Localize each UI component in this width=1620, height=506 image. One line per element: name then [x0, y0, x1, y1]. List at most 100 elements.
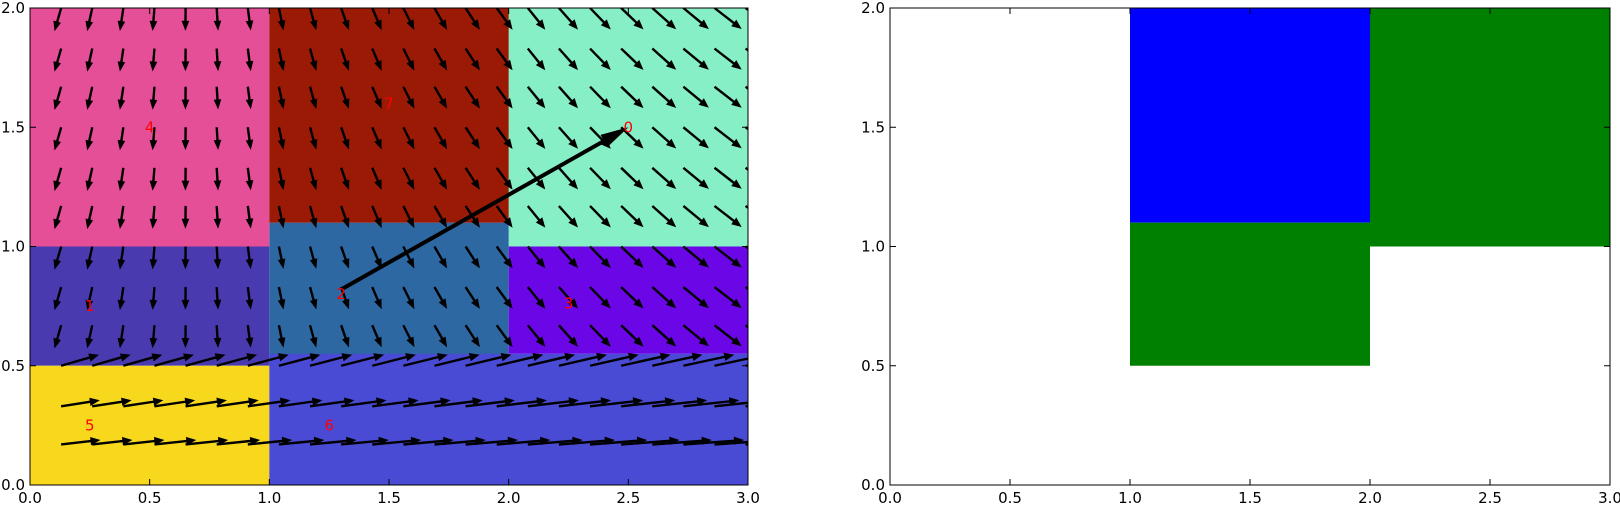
quiver-arrow [117, 205, 126, 229]
quiver-arrow [589, 47, 611, 70]
y-tick-label: 0.5 [861, 357, 885, 375]
quiver-arrow [682, 286, 709, 309]
quiver-arrow [651, 85, 677, 108]
quiver-arrow [744, 286, 748, 291]
quiver-arrow [308, 205, 318, 229]
quiver-arrow [308, 8, 318, 31]
quiver-arrow [308, 167, 318, 191]
quiver-arrow [181, 8, 190, 31]
quiver-arrow [620, 8, 644, 30]
transition-arrow [340, 127, 629, 292]
quiver-arrow [216, 397, 259, 408]
quiver-arrow [85, 48, 94, 72]
quiver-arrow [589, 324, 611, 347]
x-tick-label: 0.0 [18, 489, 42, 506]
quiver-arrow [213, 127, 222, 150]
quiver-arrow [651, 8, 677, 30]
quiver-arrow [245, 127, 254, 150]
quiver-arrow [526, 47, 546, 71]
quiver-arrow [181, 325, 190, 349]
quiver-arrow [652, 397, 708, 408]
quiver-arrow [149, 86, 158, 110]
quiver-arrow [682, 166, 709, 189]
quiver-arrow [465, 397, 515, 408]
quiver-arrow [433, 8, 448, 30]
quiver-arrow [213, 86, 222, 110]
quiver-arrow [85, 8, 94, 32]
quiver-arrow [683, 352, 735, 367]
quiver-arrow [744, 47, 748, 52]
quiver-arrow [60, 353, 99, 367]
quiver-arrow [149, 287, 158, 310]
quiver-arrow [464, 86, 480, 109]
quiver-arrow [713, 166, 742, 189]
y-tick-label: 2.0 [861, 0, 885, 17]
quiver-arrow [713, 47, 742, 70]
quiver-arrow [341, 436, 389, 446]
quiver-arrow [340, 324, 350, 348]
quiver-arrow [465, 436, 518, 446]
quiver-arrow [620, 85, 644, 109]
quiver-arrow [682, 245, 709, 268]
quiver-arrow [744, 166, 748, 172]
quiver-arrow [464, 8, 480, 30]
quiver-arrow [526, 8, 546, 30]
quiver-arrow [620, 324, 644, 347]
quiver-arrow [682, 47, 709, 70]
quiver-arrow [213, 8, 222, 31]
quiver-arrow [526, 205, 546, 228]
quiver-arrow [621, 397, 676, 408]
quiver-arrow [682, 85, 709, 108]
quiver-arrow [558, 8, 578, 30]
quiver-arrow [213, 48, 222, 72]
x-tick-label: 2.5 [1478, 489, 1502, 506]
quiver-arrow [53, 126, 63, 151]
quiver-arrow [465, 353, 512, 367]
quiver-arrow [526, 245, 546, 269]
quiver-arrow [216, 353, 258, 367]
quiver-arrow [61, 437, 101, 446]
quiver-arrow [247, 397, 291, 408]
quiver-arrow [464, 126, 480, 150]
quiver-arrow [149, 246, 158, 270]
quiver-arrow [85, 286, 94, 311]
quiver-arrow [496, 436, 551, 446]
quiver-arrow [149, 325, 158, 349]
quiver-arrow [652, 436, 712, 446]
quiver-arrow [402, 324, 415, 348]
quiver-arrow [558, 436, 615, 446]
quiver-arrow [53, 167, 63, 192]
quiver-arrow [526, 126, 546, 149]
quiver-arrow [464, 245, 480, 269]
quiver-arrow [651, 205, 677, 228]
quiver-arrow [495, 245, 513, 269]
quiver-arrow [308, 48, 318, 71]
quiver-arrow [277, 167, 286, 191]
y-tick-label: 0.0 [1, 476, 25, 494]
quiver-arrow [651, 47, 677, 70]
quiver-arrow [496, 397, 547, 408]
quiver-arrow [309, 436, 357, 446]
quiver-arrow [714, 401, 748, 408]
quiver-arrow [558, 352, 607, 367]
quiver-arrow [117, 48, 126, 72]
quiver-arrow [149, 8, 158, 31]
quiver-arrow [53, 86, 63, 110]
quiver-arrow [589, 205, 611, 228]
quiver-arrow [309, 353, 353, 367]
quiver-arrow [340, 48, 350, 71]
quiver-arrow [277, 205, 286, 229]
quiver-arrow [651, 286, 677, 309]
quiver-arrow [745, 364, 748, 367]
quiver-arrow [181, 167, 190, 191]
quiver-arrow [308, 86, 318, 110]
quiver-arrow [433, 245, 448, 269]
quiver-arrow [713, 8, 742, 29]
quiver-arrow [433, 286, 448, 309]
region-0 [1130, 8, 1370, 223]
quiver-arrow [154, 353, 194, 367]
quiver-arrow [464, 167, 480, 190]
quiver-arrow [402, 286, 415, 310]
quiver-arrow [154, 436, 197, 446]
quiver-arrow [53, 48, 63, 72]
